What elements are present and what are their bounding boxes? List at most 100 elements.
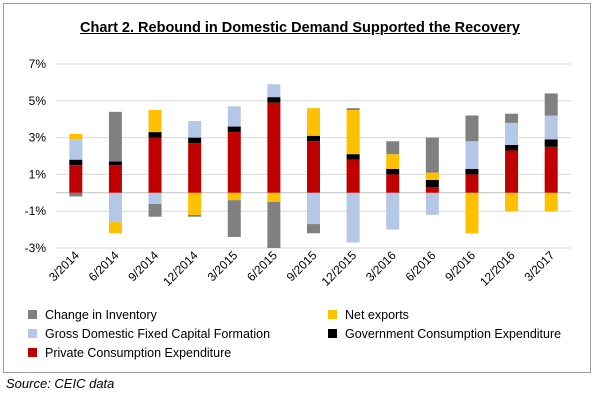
bar-segment-private-consumption-expenditure [227, 132, 241, 193]
bar-segment-gross-domestic-fixed-capital-formation [148, 192, 162, 204]
y-tick-label: 5% [29, 94, 47, 108]
x-tick-label: 3/2017 [521, 248, 557, 284]
y-tick-label: 1% [29, 167, 47, 181]
bar-segment-change-in-inventory [425, 137, 439, 173]
x-tick-label: 12/2016 [477, 248, 518, 289]
bar-segment-change-in-inventory [227, 200, 241, 237]
bar-segment-private-consumption-expenditure [267, 102, 281, 193]
bar-segment-net-exports [307, 108, 320, 136]
legend-item-government-consumption: Government Consumption Expenditure [328, 327, 561, 341]
bar-segment-gross-domestic-fixed-capital-formation [505, 122, 519, 145]
bar-segment-government-consumption-expenditure [227, 126, 241, 133]
source-note: Source: CEIC data [6, 376, 115, 391]
bar-segment-gross-domestic-fixed-capital-formation [188, 121, 202, 138]
bar-segment-government-consumption-expenditure [188, 137, 202, 144]
legend-swatch-private-consumption [28, 348, 37, 357]
chart-legend: Change in Inventory Net exports Gross Do… [28, 305, 588, 362]
bar-segment-gross-domestic-fixed-capital-formation [307, 192, 320, 225]
bar-segment-change-in-inventory [346, 108, 360, 110]
bar-segment-government-consumption-expenditure [425, 179, 439, 188]
bar-segment-change-in-inventory [188, 214, 202, 217]
bar-segment-net-exports [227, 192, 241, 201]
bar-segment-private-consumption-expenditure [148, 137, 162, 193]
x-tick-label: 6/2016 [403, 248, 439, 284]
bar-segment-private-consumption-expenditure [425, 187, 439, 193]
bar-segment-change-in-inventory [108, 111, 122, 162]
bar-segment-government-consumption-expenditure [267, 97, 281, 103]
bar-segment-private-consumption-expenditure [69, 165, 83, 193]
x-tick-label: 6/2015 [244, 248, 280, 284]
bar-segment-private-consumption-expenditure [505, 150, 519, 193]
bar-segment-change-in-inventory [69, 192, 83, 197]
legend-label: Private Consumption Expenditure [45, 345, 232, 360]
legend-item-change-in-inventory: Change in Inventory [28, 308, 328, 322]
bar-segment-net-exports [148, 110, 162, 133]
y-tick-label: 3% [29, 131, 47, 145]
legend-swatch-net-exports [328, 310, 337, 319]
bar-segment-net-exports [544, 192, 558, 212]
bar-segment-net-exports [386, 154, 400, 169]
y-tick-label: -3% [25, 241, 47, 255]
y-tick-label: 7% [29, 57, 47, 71]
bar-segment-change-in-inventory [544, 93, 558, 116]
bar-segment-net-exports [108, 222, 122, 234]
legend-item-net-exports: Net exports [328, 308, 409, 322]
bar-segment-change-in-inventory [386, 141, 400, 155]
x-tick-label: 9/2015 [284, 248, 320, 284]
bar-segment-private-consumption-expenditure [386, 174, 400, 193]
x-tick-label: 9/2016 [442, 248, 478, 284]
bar-segment-net-exports [188, 192, 202, 215]
legend-label: Net exports [345, 307, 409, 322]
x-tick-label: 9/2014 [125, 248, 161, 284]
bar-segment-change-in-inventory [148, 203, 162, 217]
bar-segment-government-consumption-expenditure [544, 139, 558, 147]
x-tick-label: 12/2015 [319, 248, 360, 289]
legend-label: Change in Inventory [45, 307, 157, 322]
bar-segment-government-consumption-expenditure [307, 135, 320, 142]
chart-frame [3, 3, 591, 373]
bar-segment-gross-domestic-fixed-capital-formation [544, 115, 558, 140]
bar-segment-net-exports [69, 133, 83, 140]
bar-segment-gross-domestic-fixed-capital-formation [386, 192, 400, 230]
bar-segment-change-in-inventory [505, 113, 519, 123]
bar-segment-government-consumption-expenditure [346, 154, 360, 160]
bar-segment-gross-domestic-fixed-capital-formation [425, 192, 439, 215]
legend-item-gdfcf: Gross Domestic Fixed Capital Formation [28, 327, 328, 341]
bar-segment-private-consumption-expenditure [307, 141, 320, 193]
x-tick-label: 3/2015 [205, 248, 241, 284]
bar-segment-gross-domestic-fixed-capital-formation [267, 84, 281, 98]
legend-swatch-gdfcf [28, 329, 37, 338]
bar-segment-change-in-inventory [465, 115, 479, 142]
legend-row: Change in Inventory Net exports [28, 305, 588, 324]
chart-title: Chart 2. Rebound in Domestic Demand Supp… [80, 20, 520, 36]
legend-label: Gross Domestic Fixed Capital Formation [45, 326, 271, 341]
bar-segment-gross-domestic-fixed-capital-formation [69, 139, 83, 160]
bar-segment-change-in-inventory [307, 224, 320, 234]
bar-segment-private-consumption-expenditure [188, 143, 202, 193]
bar-segment-private-consumption-expenditure [108, 165, 122, 193]
legend-label: Government Consumption Expenditure [345, 326, 562, 341]
bar-segment-net-exports [267, 192, 281, 202]
bar-segment-net-exports [425, 172, 439, 180]
bar-segment-government-consumption-expenditure [465, 168, 479, 175]
bar-segment-change-in-inventory [267, 202, 281, 248]
legend-swatch-change-in-inventory [28, 310, 37, 319]
bar-segment-government-consumption-expenditure [386, 168, 400, 175]
bar-segment-net-exports [505, 192, 519, 212]
bar-segment-gross-domestic-fixed-capital-formation [227, 106, 241, 127]
bar-segment-government-consumption-expenditure [148, 132, 162, 138]
bar-segment-gross-domestic-fixed-capital-formation [346, 192, 360, 243]
bar-segment-government-consumption-expenditure [505, 144, 519, 151]
bar-segment-government-consumption-expenditure [69, 159, 83, 166]
x-tick-label: 12/2014 [160, 248, 201, 289]
bar-segment-net-exports [346, 110, 360, 155]
bar-segment-gross-domestic-fixed-capital-formation [465, 141, 479, 169]
bar-segment-government-consumption-expenditure [108, 161, 122, 166]
y-tick-label: -1% [25, 204, 47, 218]
legend-row: Gross Domestic Fixed Capital Formation G… [28, 324, 588, 343]
x-tick-label: 3/2016 [363, 248, 399, 284]
x-tick-label: 6/2014 [86, 248, 122, 284]
bar-segment-private-consumption-expenditure [346, 159, 360, 193]
legend-swatch-government-consumption [328, 329, 337, 338]
